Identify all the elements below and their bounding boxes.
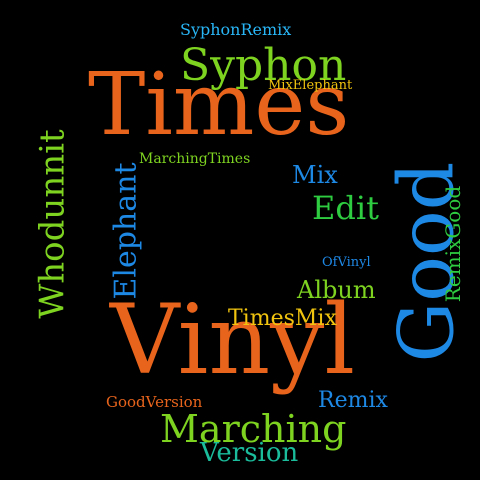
word-syphon: Syphon xyxy=(180,40,347,91)
word-mixelephant: MixElephant xyxy=(268,78,353,93)
word-album: Album xyxy=(297,276,376,304)
word-edit: Edit xyxy=(312,189,379,227)
word-marchingtimes: MarchingTimes xyxy=(139,151,251,167)
word-remixgood: RemixGood xyxy=(441,185,466,303)
word-timesmix: TimesMix xyxy=(228,306,337,331)
word-vinyl: Vinyl xyxy=(110,284,356,396)
word-mix: Mix xyxy=(292,161,338,189)
word-elephant: Elephant xyxy=(108,162,144,300)
word-marching: Marching xyxy=(160,407,347,451)
word-whodunnit: Whodunnit xyxy=(32,129,73,319)
word-ofvinyl: OfVinyl xyxy=(322,255,371,270)
word-remix: Remix xyxy=(318,388,388,413)
word-syphonremix: SyphonRemix xyxy=(180,20,292,39)
word-goodversion: GoodVersion xyxy=(106,393,203,411)
word-version: Version xyxy=(200,438,299,468)
word-times: Times xyxy=(88,55,350,155)
